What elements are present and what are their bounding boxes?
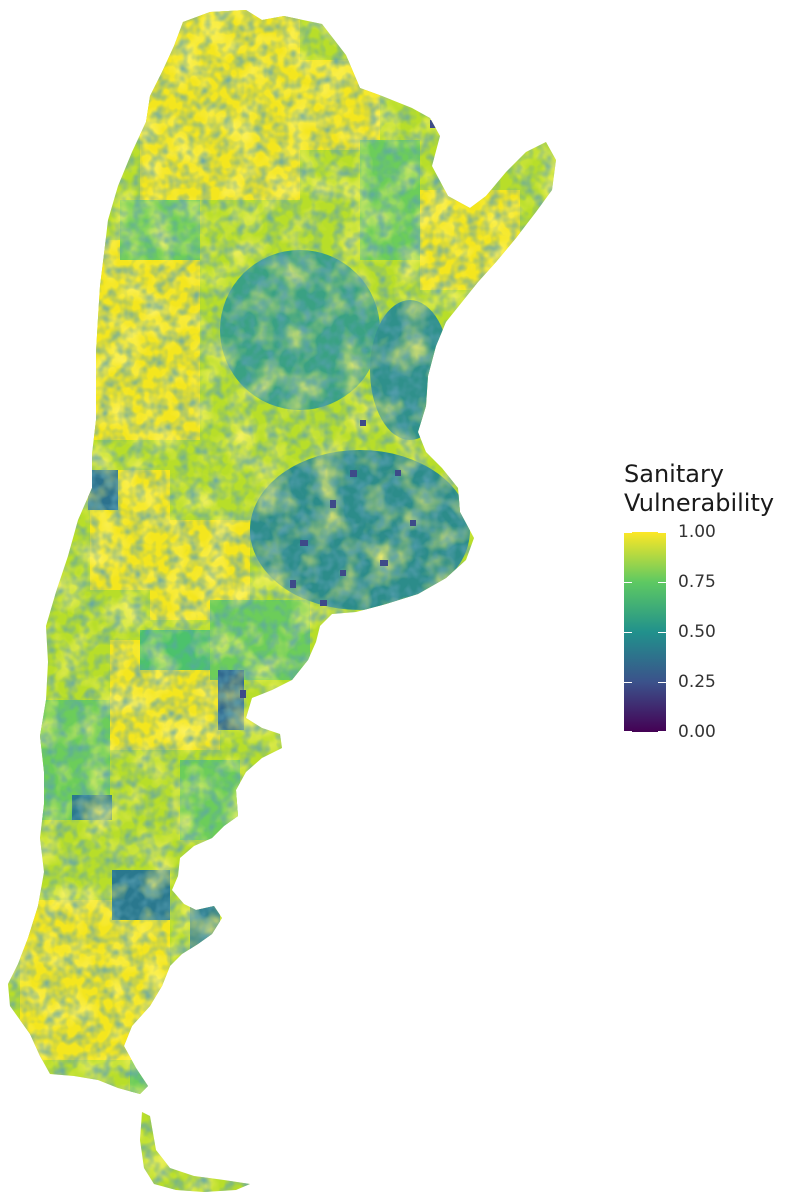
legend-tick-mark: [658, 682, 666, 683]
legend-tick-mark: [658, 582, 666, 583]
legend-tick-label: 0.25: [678, 672, 716, 692]
legend-title: Sanitary Vulnerability: [624, 460, 784, 518]
legend-tick-mark: [624, 582, 632, 583]
color-legend: Sanitary Vulnerability 1.00 0.75 0.50 0.25 0…: [624, 460, 784, 742]
legend-tick-mark: [624, 731, 632, 732]
legend-title-line2: Vulnerability: [624, 489, 775, 517]
legend-tick-mark: [624, 532, 632, 533]
legend-tick-mark: [658, 532, 666, 533]
legend-title-line1: Sanitary: [624, 460, 725, 488]
legend-tick-label: 1.00: [678, 522, 716, 542]
legend-tick-mark: [658, 632, 666, 633]
legend-colorbar: 1.00 0.75 0.50 0.25 0.00: [624, 522, 716, 742]
legend-tick-label: 0.75: [678, 572, 716, 592]
legend-tick-label: 0.50: [678, 622, 716, 642]
legend-tick-label: 0.00: [678, 722, 716, 742]
legend-tick-mark: [624, 682, 632, 683]
legend-tick-mark: [624, 632, 632, 633]
legend-tick-mark: [658, 731, 666, 732]
